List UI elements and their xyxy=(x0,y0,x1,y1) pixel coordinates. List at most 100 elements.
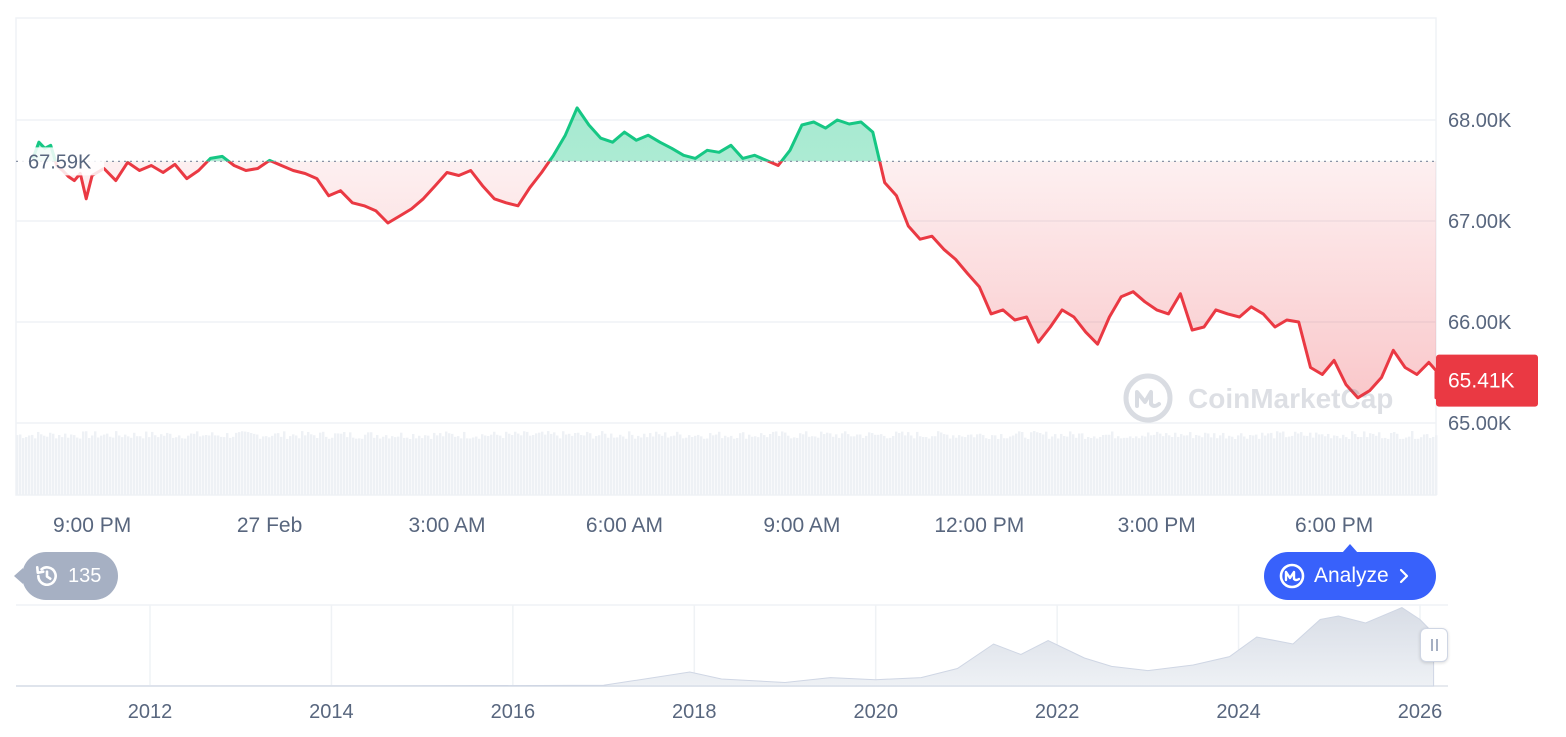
navigator-handle[interactable] xyxy=(1420,628,1448,662)
volume-bar xyxy=(1303,435,1306,495)
area-below-baseline xyxy=(55,161,1436,398)
volume-bar xyxy=(940,432,943,495)
volume-bar xyxy=(391,436,394,495)
volume-bar xyxy=(196,431,199,495)
volume-bar xyxy=(1267,433,1270,495)
navigator-tick-label: 2016 xyxy=(491,701,536,723)
volume-bar xyxy=(430,438,433,495)
volume-bar xyxy=(562,431,565,495)
history-count: 135 xyxy=(68,564,102,587)
volume-bar xyxy=(1414,438,1417,495)
handle-grip xyxy=(1435,639,1438,651)
volume-bar xyxy=(934,436,937,495)
volume-bar xyxy=(643,433,646,495)
volume-bar xyxy=(484,435,487,495)
volume-bar xyxy=(409,438,412,495)
volume-bar xyxy=(544,434,547,495)
volume-bar xyxy=(700,436,703,495)
volume-bar xyxy=(1036,432,1039,495)
navigator-tick-label: 2018 xyxy=(672,701,717,723)
volume-bar xyxy=(559,438,562,495)
volume-bar xyxy=(229,437,232,495)
x-tick-label: 9:00 AM xyxy=(763,514,840,537)
volume-bar xyxy=(1129,436,1132,495)
volume-bar xyxy=(37,431,40,495)
volume-bar xyxy=(1192,438,1195,495)
volume-bar xyxy=(889,437,892,495)
y-tick-label: 66.00K xyxy=(1448,312,1512,334)
analyze-button[interactable]: Analyze xyxy=(1264,544,1436,600)
volume-bar xyxy=(337,433,340,495)
volume-bar xyxy=(82,431,85,495)
volume-bar xyxy=(619,434,622,495)
volume-bar xyxy=(1126,437,1129,495)
volume-bar xyxy=(1381,438,1384,495)
volume-bar xyxy=(925,437,928,495)
volume-bar xyxy=(1219,435,1222,495)
volume-bar xyxy=(421,438,424,495)
volume-bar xyxy=(1204,432,1207,495)
volume-bar xyxy=(418,435,421,495)
volume-bar xyxy=(1327,433,1330,495)
volume-bar xyxy=(496,434,499,495)
volume-bar xyxy=(451,433,454,495)
volume-bar xyxy=(784,432,787,495)
volume-bar xyxy=(556,435,559,495)
navigator-tick-label: 2014 xyxy=(309,701,354,723)
volume-bar xyxy=(1099,436,1102,495)
volume-bar xyxy=(673,435,676,495)
volume-bar xyxy=(376,435,379,495)
analyze-label: Analyze xyxy=(1314,564,1389,587)
volume-bar xyxy=(487,435,490,495)
volume-bar xyxy=(109,436,112,495)
volume-bar xyxy=(1276,431,1279,495)
volume-bar xyxy=(292,434,295,495)
volume-bar xyxy=(124,434,127,495)
volume-bar xyxy=(928,438,931,495)
volume-bar xyxy=(55,438,58,495)
volume-bar xyxy=(865,435,868,495)
coinmarketcap-logo-icon xyxy=(1123,373,1173,423)
volume-bar xyxy=(1033,431,1036,495)
volume-bar xyxy=(937,431,940,495)
volume-bar xyxy=(664,432,667,495)
volume-bar xyxy=(244,431,247,495)
volume-bar xyxy=(415,438,418,495)
volume-bar xyxy=(1294,431,1297,495)
volume-bar xyxy=(799,433,802,495)
volume-bar xyxy=(1072,434,1075,495)
volume-bar xyxy=(1357,437,1360,495)
history-badge[interactable]: 135 xyxy=(14,552,118,600)
volume-bar xyxy=(877,434,880,495)
volume-bar xyxy=(688,435,691,495)
volume-bar xyxy=(1402,438,1405,495)
navigator[interactable]: 2012 2014 2016 2018 2020 2022 2024 2026 xyxy=(15,604,1448,723)
volume-bar xyxy=(151,431,154,495)
volume-bar xyxy=(589,433,592,495)
volume-bar xyxy=(1405,437,1408,495)
volume-bar xyxy=(1246,438,1249,495)
volume-bar xyxy=(790,438,793,495)
volume-bar xyxy=(367,432,370,495)
volume-bar xyxy=(1108,434,1111,495)
volume-bar xyxy=(283,431,286,495)
volume-bar xyxy=(1324,436,1327,495)
volume-bar xyxy=(568,433,571,495)
volume-bar xyxy=(103,434,106,495)
volume-bar xyxy=(1258,438,1261,495)
volume-bar xyxy=(511,435,514,495)
volume-bar xyxy=(385,435,388,495)
volume-bar xyxy=(427,435,430,495)
x-tick-label: 3:00 PM xyxy=(1118,514,1196,537)
x-tick-label: 6:00 PM xyxy=(1295,514,1373,537)
volume-bar xyxy=(736,437,739,495)
volume-bar xyxy=(139,436,142,495)
volume-bar xyxy=(766,437,769,495)
volume-bar xyxy=(172,437,175,495)
volume-bar xyxy=(316,437,319,495)
volume-bar xyxy=(205,435,208,495)
volume-bar xyxy=(349,432,352,495)
volume-bar xyxy=(757,437,760,495)
volume-bar xyxy=(142,438,145,495)
